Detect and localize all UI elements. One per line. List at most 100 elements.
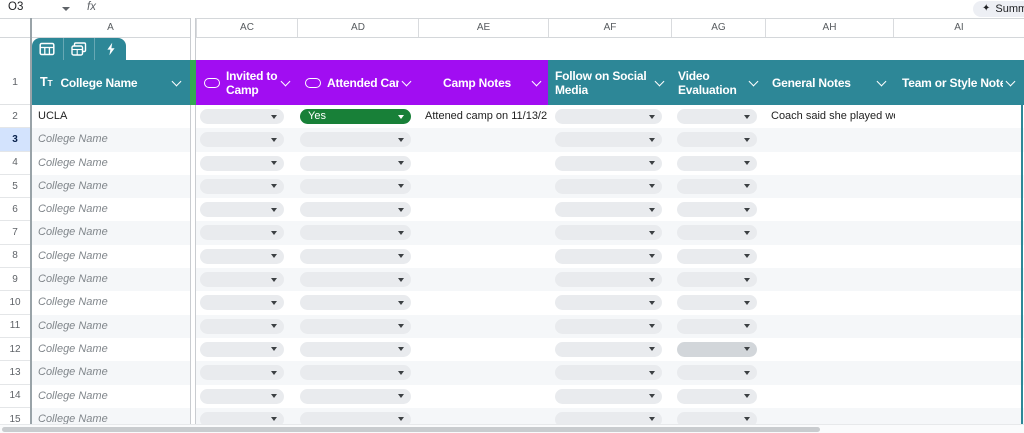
chevron-down-icon[interactable] [748,76,759,86]
cell-camp-notes[interactable]: Attened camp on 11/13/2 [425,110,548,122]
summarize-button[interactable]: ✦ Summ [973,1,1024,17]
table-view-icon[interactable] [62,38,95,60]
cell-college-name[interactable]: College Name [38,226,108,239]
table-header-follow-on-social-media[interactable]: Follow on Social Media [548,60,671,105]
attended-camp-chip[interactable] [300,365,411,381]
row-number[interactable]: 14 [0,384,30,408]
cell-college-name[interactable]: College Name [38,203,108,216]
invited-to-camp-chip[interactable] [200,109,284,124]
follow-social-chip[interactable] [555,411,662,427]
table-header-team-or-style-notes[interactable]: Team or Style Notes [893,60,1024,105]
column-header-af[interactable]: AF [548,19,671,37]
video-evaluation-chip[interactable] [677,365,757,381]
row-cells[interactable]: College Name [30,337,1024,362]
row-cells[interactable]: College Name [30,244,1024,269]
row-cells[interactable]: College Name [30,361,1024,385]
cell-camp-notes[interactable] [425,198,552,221]
attended-camp-chip[interactable] [300,318,411,334]
frozen-pane-divider[interactable] [30,18,32,424]
name-box-caret-icon[interactable] [62,7,70,11]
attended-camp-chip[interactable] [300,341,411,357]
invited-to-camp-chip[interactable] [200,365,284,381]
attended-camp-chip[interactable] [300,388,411,404]
cell-college-name[interactable]: UCLA [38,110,68,122]
row-number[interactable]: 4 [0,151,30,175]
video-evaluation-chip[interactable] [677,341,757,357]
row-cells[interactable]: College Name [30,221,1024,245]
follow-social-chip[interactable] [555,318,662,334]
attended-camp-chip[interactable] [300,411,411,427]
follow-social-chip[interactable] [555,365,662,381]
cell-general-notes[interactable] [771,291,895,314]
invited-to-camp-chip[interactable] [200,132,284,148]
cell-camp-notes[interactable] [425,338,552,361]
column-header-ad[interactable]: AD [297,19,418,37]
invited-to-camp-chip[interactable] [200,411,284,427]
cell-camp-notes[interactable] [425,315,552,338]
column-header-ac[interactable]: AC [196,19,297,37]
row-cells[interactable]: College Name [30,198,1024,222]
table-header-video-evaluation[interactable]: Video Evaluation [671,60,765,105]
video-evaluation-chip[interactable] [677,109,757,124]
attended-camp-chip[interactable] [300,272,411,288]
row-number[interactable]: 13 [0,361,30,385]
cell-general-notes[interactable] [771,221,895,244]
attended-camp-chip[interactable] [300,295,411,311]
cell-camp-notes[interactable] [425,175,552,198]
chevron-down-icon[interactable] [280,76,291,86]
row-number[interactable]: 3 [0,128,30,152]
cell-college-name[interactable]: College Name [38,342,108,355]
horizontal-scrollbar-thumb[interactable] [2,426,820,432]
cell-general-notes[interactable] [771,338,895,361]
table-header-attended-camp[interactable]: Attended Camp [297,60,418,105]
attended-camp-chip[interactable] [300,225,411,241]
cell-camp-notes[interactable] [425,221,552,244]
attended-camp-chip[interactable] [300,248,411,264]
horizontal-scrollbar[interactable] [0,424,1024,433]
invited-to-camp-chip[interactable] [200,225,284,241]
video-evaluation-chip[interactable] [677,202,757,218]
follow-social-chip[interactable] [555,295,662,311]
table-icon[interactable] [32,38,63,60]
video-evaluation-chip[interactable] [677,411,757,427]
cell-college-name[interactable]: College Name [38,133,108,146]
column-header-ag[interactable]: AG [671,19,765,37]
video-evaluation-chip[interactable] [677,272,757,288]
attended-camp-chip[interactable]: Yes [300,109,411,124]
row-number[interactable]: 8 [0,244,30,269]
video-evaluation-chip[interactable] [677,248,757,264]
column-header-ah[interactable]: AH [765,19,893,37]
invited-to-camp-chip[interactable] [200,388,284,404]
chevron-down-icon[interactable] [654,76,665,86]
attended-camp-chip[interactable] [300,155,411,171]
video-evaluation-chip[interactable] [677,155,757,171]
cell-college-name[interactable]: College Name [38,179,108,192]
cell-college-name[interactable]: College Name [38,273,108,286]
row-number[interactable]: 10 [0,291,30,315]
cell-college-name[interactable]: College Name [38,366,108,379]
video-evaluation-chip[interactable] [677,388,757,404]
invited-to-camp-chip[interactable] [200,202,284,218]
follow-social-chip[interactable] [555,225,662,241]
hidden-columns-indicator[interactable] [190,60,196,105]
follow-social-chip[interactable] [555,178,662,194]
column-header-ae[interactable]: AE [418,19,548,37]
cell-college-name[interactable]: College Name [38,389,108,402]
chevron-down-icon[interactable] [531,76,542,86]
row-cells[interactable]: College Name [30,128,1024,152]
row-number[interactable]: 2 [0,105,30,129]
cell-general-notes[interactable] [771,152,895,175]
row-cells[interactable]: College Name [30,151,1024,175]
invited-to-camp-chip[interactable] [200,295,284,311]
row-cells[interactable]: College Name [30,268,1024,292]
row-header-1[interactable]: 1 [0,60,30,105]
row-number[interactable]: 5 [0,174,30,199]
follow-social-chip[interactable] [555,341,662,357]
row-cells[interactable]: College Name [30,291,1024,315]
cell-camp-notes[interactable] [425,128,552,151]
row-number[interactable]: 7 [0,221,30,245]
cell-camp-notes[interactable] [425,152,552,175]
row-cells[interactable]: College Name [30,384,1024,408]
invited-to-camp-chip[interactable] [200,155,284,171]
follow-social-chip[interactable] [555,202,662,218]
